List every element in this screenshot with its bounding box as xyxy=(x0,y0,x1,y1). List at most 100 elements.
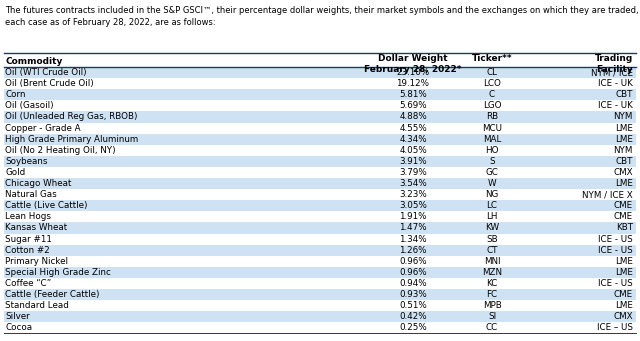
Text: CMX: CMX xyxy=(613,168,633,177)
Text: CME: CME xyxy=(614,212,633,221)
Bar xyxy=(4,67,636,78)
Text: FC: FC xyxy=(486,290,497,299)
Text: 3.05%: 3.05% xyxy=(399,201,427,210)
Text: GC: GC xyxy=(486,168,499,177)
Text: 3.91%: 3.91% xyxy=(399,157,427,166)
Bar xyxy=(4,222,636,234)
Text: Cocoa: Cocoa xyxy=(5,323,32,332)
Text: 0.96%: 0.96% xyxy=(399,257,427,266)
Text: CT: CT xyxy=(486,246,498,255)
Bar xyxy=(4,256,636,267)
Text: MCU: MCU xyxy=(482,123,502,133)
Text: LME: LME xyxy=(615,123,633,133)
Text: Oil (Brent Crude Oil): Oil (Brent Crude Oil) xyxy=(5,79,93,88)
Text: S: S xyxy=(489,157,495,166)
Text: 4.05%: 4.05% xyxy=(399,146,427,155)
Text: ICE - US: ICE - US xyxy=(598,246,633,255)
Text: Commodity: Commodity xyxy=(5,57,62,66)
Text: 19.12%: 19.12% xyxy=(397,79,429,88)
Text: 1.91%: 1.91% xyxy=(399,212,427,221)
Text: RB: RB xyxy=(486,113,498,121)
Text: LCO: LCO xyxy=(483,79,501,88)
Bar xyxy=(4,278,636,289)
Bar xyxy=(4,211,636,222)
Text: 0.42%: 0.42% xyxy=(399,312,427,321)
Text: CME: CME xyxy=(614,290,633,299)
Text: Dollar Weight
February 28, 2022*: Dollar Weight February 28, 2022* xyxy=(364,54,461,74)
Text: ICE - UK: ICE - UK xyxy=(598,101,633,110)
Text: 5.81%: 5.81% xyxy=(399,90,427,99)
Bar xyxy=(4,78,636,89)
Text: Trading
Facility: Trading Facility xyxy=(595,54,633,74)
Bar xyxy=(4,178,636,189)
Bar xyxy=(4,311,636,322)
Text: 0.96%: 0.96% xyxy=(399,268,427,277)
Text: Corn: Corn xyxy=(5,90,26,99)
Text: MAL: MAL xyxy=(483,135,501,144)
Text: LGO: LGO xyxy=(483,101,501,110)
Text: CC: CC xyxy=(486,323,498,332)
Text: Silver: Silver xyxy=(5,312,29,321)
Text: Oil (Unleaded Reg Gas, RBOB): Oil (Unleaded Reg Gas, RBOB) xyxy=(5,113,138,121)
Text: Sugar #11: Sugar #11 xyxy=(5,235,52,243)
Text: W: W xyxy=(488,179,496,188)
Text: Coffee “C”: Coffee “C” xyxy=(5,279,51,288)
Text: C: C xyxy=(489,90,495,99)
Text: MNI: MNI xyxy=(484,257,500,266)
Text: 0.25%: 0.25% xyxy=(399,323,427,332)
Text: 3.79%: 3.79% xyxy=(399,168,427,177)
Text: SI: SI xyxy=(488,312,496,321)
Text: 0.94%: 0.94% xyxy=(399,279,427,288)
Text: Kansas Wheat: Kansas Wheat xyxy=(5,223,67,233)
Bar xyxy=(4,156,636,167)
Bar xyxy=(4,234,636,244)
Bar xyxy=(4,322,636,333)
Text: 0.51%: 0.51% xyxy=(399,301,427,310)
Text: MZN: MZN xyxy=(482,268,502,277)
Bar xyxy=(4,89,636,100)
Text: 23.10%: 23.10% xyxy=(396,68,429,77)
Text: CL: CL xyxy=(486,68,497,77)
Bar xyxy=(4,244,636,256)
Text: 4.88%: 4.88% xyxy=(399,113,427,121)
Bar xyxy=(4,267,636,278)
Text: Oil (Gasoil): Oil (Gasoil) xyxy=(5,101,54,110)
Text: LH: LH xyxy=(486,212,498,221)
Text: KBT: KBT xyxy=(616,223,633,233)
Bar xyxy=(4,122,636,134)
Text: LME: LME xyxy=(615,301,633,310)
Bar xyxy=(4,200,636,211)
Bar xyxy=(4,134,636,145)
Text: CMX: CMX xyxy=(613,312,633,321)
Text: 1.47%: 1.47% xyxy=(399,223,427,233)
Text: CBT: CBT xyxy=(616,90,633,99)
Text: 3.54%: 3.54% xyxy=(399,179,427,188)
Text: Copper - Grade A: Copper - Grade A xyxy=(5,123,81,133)
Text: NYM / ICE: NYM / ICE xyxy=(591,68,633,77)
Text: Oil (No 2 Heating Oil, NY): Oil (No 2 Heating Oil, NY) xyxy=(5,146,116,155)
Text: Oil (WTI Crude Oil): Oil (WTI Crude Oil) xyxy=(5,68,86,77)
Text: NYM / ICE X: NYM / ICE X xyxy=(582,190,633,199)
Text: Soybeans: Soybeans xyxy=(5,157,47,166)
Text: High Grade Primary Aluminum: High Grade Primary Aluminum xyxy=(5,135,138,144)
Text: NG: NG xyxy=(485,190,499,199)
Text: ICE - US: ICE - US xyxy=(598,279,633,288)
Text: LME: LME xyxy=(615,135,633,144)
Text: Cattle (Live Cattle): Cattle (Live Cattle) xyxy=(5,201,88,210)
Text: ICE - US: ICE - US xyxy=(598,235,633,243)
Text: KW: KW xyxy=(485,223,499,233)
Text: LC: LC xyxy=(486,201,497,210)
Text: Lean Hogs: Lean Hogs xyxy=(5,212,51,221)
Text: NYM: NYM xyxy=(614,113,633,121)
Bar xyxy=(4,145,636,156)
Text: 5.69%: 5.69% xyxy=(399,101,427,110)
Bar xyxy=(4,289,636,300)
Text: 0.93%: 0.93% xyxy=(399,290,427,299)
Text: LME: LME xyxy=(615,257,633,266)
Text: 3.23%: 3.23% xyxy=(399,190,427,199)
Text: 4.55%: 4.55% xyxy=(399,123,427,133)
Bar xyxy=(4,167,636,178)
Text: ICE - UK: ICE - UK xyxy=(598,79,633,88)
Text: CBT: CBT xyxy=(616,157,633,166)
Text: 1.26%: 1.26% xyxy=(399,246,427,255)
